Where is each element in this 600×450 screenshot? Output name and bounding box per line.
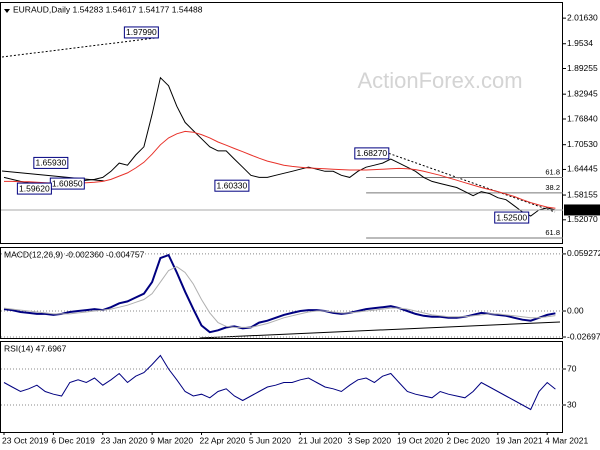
trend-line [1,37,156,58]
current-price-label: 1.54488 [567,204,598,214]
y-tick-label: 2.01630 [567,12,598,22]
watermark: ActionForex.com [357,68,522,93]
rsi-title: RSI(14) 47.6967 [4,343,67,353]
y-tick-label: 0.00 [567,305,584,315]
pivot-label: 1.97990 [126,27,157,37]
y-tick-label: 1.82945 [567,88,598,98]
macd-frame [0,247,563,339]
y-tick-label: 70 [567,363,577,373]
rsi-frame [0,341,563,433]
y-tick-label: 1.70530 [567,139,598,149]
y-tick-label: 0.059272 [567,248,600,258]
pivot-box [16,182,52,195]
pivot-box [123,26,159,39]
price-frame [0,2,563,244]
series-line [3,76,556,217]
y-tick-label: -0.026978 [567,331,600,341]
x-tick-label: 19 Oct 2020 [397,435,444,445]
x-tick-label: 3 Sep 2020 [348,435,392,445]
pivot-label: 1.60330 [217,180,248,190]
macd-trend-line [199,321,561,339]
x-tick-label: 23 Jan 2020 [101,435,148,445]
current-price-tag [564,204,600,216]
pivot-box [214,179,250,192]
x-tick-label: 5 Jun 2020 [249,435,291,445]
y-tick-label: 1.52070 [567,214,598,224]
pivot-label: 1.68270 [356,148,387,158]
x-tick-label: 6 Dec 2019 [51,435,95,445]
pivot-label: 1.60850 [52,178,83,188]
macd-title: MACD(12,26,9) -0.002360 -0.004757 [4,249,145,259]
y-tick-label: 1.76840 [567,113,598,123]
series-line [3,266,556,328]
pivot-label: 1.52500 [496,212,527,222]
pivot-label: 1.65930 [35,158,66,168]
series-line [4,130,556,209]
y-tick-label: 1.58155 [567,189,598,199]
pivot-label: 1.59620 [19,183,50,193]
x-tick-label: 22 Apr 2020 [200,435,246,445]
pivot-box [494,211,530,224]
x-tick-label: 4 Mar 2021 [545,435,588,445]
pivot-box [33,156,69,169]
fib-label: 38.2 [545,183,560,192]
price-title: EURAUD,Daily 1.54283 1.54617 1.54177 1.5… [13,4,203,14]
x-tick-label: 23 Oct 2019 [2,435,49,445]
y-tick-label: 1.89255 [567,63,598,73]
x-tick-label: 9 Mar 2020 [150,435,193,445]
y-tick-label: 1.64445 [567,164,598,174]
x-tick-label: 21 Jul 2020 [298,435,342,445]
y-tick-label: 30 [567,399,577,409]
pivot-box [354,147,390,160]
x-tick-label: 2 Dec 2020 [446,435,490,445]
title-arrow [4,9,10,13]
y-tick-label: 1.9534 [567,38,593,48]
series-line [3,354,556,411]
trend-line [1,170,106,182]
fib-label: 61.8 [545,228,560,237]
fib-label: 61.8 [545,167,560,176]
panel-frames [0,2,563,433]
x-tick-label: 19 Jan 2021 [496,435,543,445]
